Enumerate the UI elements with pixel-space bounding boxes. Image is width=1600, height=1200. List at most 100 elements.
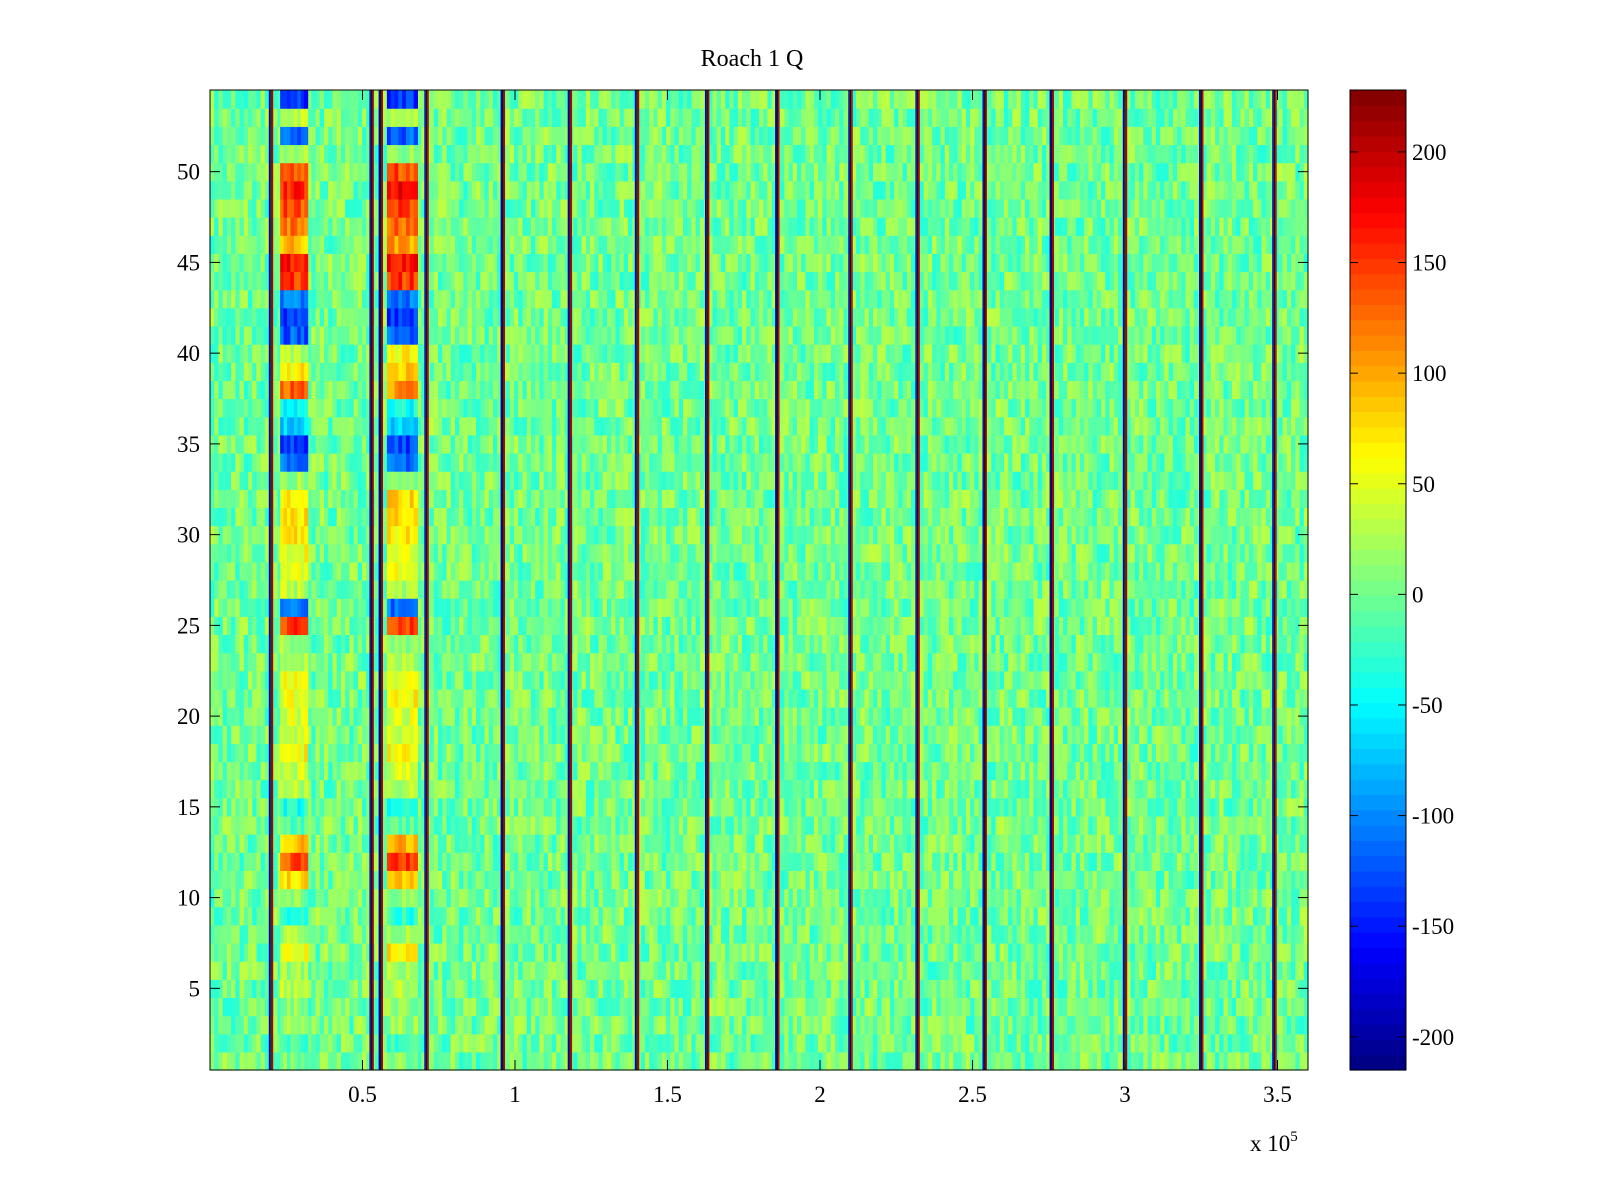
heatmap-cell bbox=[1286, 906, 1292, 926]
heatmap-cell bbox=[839, 852, 845, 871]
heatmap-cell bbox=[340, 761, 346, 781]
heatmap-cell bbox=[1008, 906, 1013, 926]
heatmap-cell bbox=[492, 870, 498, 890]
heatmap-cell bbox=[788, 997, 794, 1017]
heatmap-cell bbox=[1096, 942, 1102, 962]
heatmap-cell bbox=[1130, 852, 1136, 871]
heatmap-cell bbox=[801, 888, 807, 908]
heatmap-cell bbox=[1244, 888, 1250, 908]
heatmap-cell bbox=[1278, 870, 1284, 890]
heatmap-cell bbox=[438, 743, 443, 763]
heatmap-cell bbox=[851, 852, 857, 871]
heatmap-cell bbox=[619, 815, 625, 835]
heatmap-cell bbox=[1206, 997, 1212, 1017]
heatmap-cell bbox=[577, 1051, 583, 1071]
heatmap-cell bbox=[1206, 979, 1212, 999]
heatmap-cell bbox=[535, 924, 540, 944]
heatmap-cell bbox=[1303, 852, 1309, 871]
heatmap-cell bbox=[1058, 852, 1064, 871]
heatmap-cell bbox=[742, 743, 747, 763]
heatmap-cell bbox=[839, 961, 845, 980]
heatmap-cell bbox=[526, 761, 532, 781]
heatmap-cell bbox=[429, 906, 435, 926]
heatmap-cell bbox=[801, 743, 807, 763]
heatmap-cell bbox=[1075, 979, 1081, 999]
heatmap-cell bbox=[252, 852, 258, 871]
heatmap-cell bbox=[835, 779, 840, 799]
heatmap-cell bbox=[514, 997, 519, 1017]
heatmap-cell bbox=[843, 834, 849, 853]
heatmap-cell bbox=[248, 834, 253, 853]
heatmap-cell bbox=[585, 834, 591, 853]
heatmap-cell bbox=[1261, 779, 1267, 799]
heatmap-cell bbox=[623, 852, 629, 871]
heatmap-cell bbox=[1261, 852, 1267, 871]
heatmap-cell bbox=[898, 852, 904, 871]
heatmap-cell bbox=[581, 1051, 587, 1071]
heatmap-cell bbox=[1117, 797, 1123, 817]
heatmap-cell bbox=[894, 961, 899, 980]
heatmap-cell bbox=[780, 1015, 785, 1035]
heatmap-cell bbox=[864, 1015, 870, 1035]
heatmap-cell bbox=[606, 870, 612, 890]
heatmap-cell bbox=[809, 997, 815, 1017]
heatmap-cell bbox=[218, 997, 224, 1017]
heatmap-cell bbox=[442, 797, 448, 817]
heatmap-cell bbox=[923, 997, 929, 1017]
heatmap-cell bbox=[961, 961, 967, 980]
heatmap-cell bbox=[923, 870, 929, 890]
heatmap-cell bbox=[573, 997, 578, 1017]
heatmap-cell bbox=[1143, 961, 1149, 980]
heatmap-cell bbox=[889, 815, 895, 835]
heatmap-cell bbox=[767, 961, 773, 980]
heatmap-cell bbox=[661, 779, 667, 799]
heatmap-cell bbox=[813, 725, 819, 744]
heatmap-cell bbox=[581, 815, 587, 835]
heatmap-cell bbox=[1033, 852, 1039, 871]
heatmap-cell bbox=[467, 779, 473, 799]
heatmap-cell bbox=[889, 1033, 895, 1053]
heatmap-cell bbox=[674, 924, 680, 944]
heatmap-cell bbox=[476, 779, 481, 799]
heatmap-cell bbox=[661, 797, 667, 817]
heatmap-cell bbox=[822, 979, 828, 999]
heatmap-cell bbox=[315, 979, 321, 999]
heatmap-cell bbox=[471, 979, 477, 999]
heatmap-cell bbox=[940, 815, 946, 835]
heatmap-cell bbox=[978, 942, 984, 962]
heatmap-cell bbox=[539, 942, 545, 962]
heatmap-cell bbox=[759, 761, 764, 781]
heatmap-cell bbox=[839, 779, 845, 799]
heatmap-cell bbox=[421, 707, 426, 726]
heatmap-cell bbox=[1155, 906, 1161, 926]
heatmap-cell bbox=[1126, 761, 1132, 781]
heatmap-cell bbox=[759, 924, 764, 944]
heatmap-cell bbox=[1003, 924, 1009, 944]
heatmap-cell bbox=[889, 1015, 895, 1035]
heatmap-cell bbox=[1189, 743, 1195, 763]
heatmap-cell bbox=[606, 888, 612, 908]
heatmap-cell bbox=[260, 1033, 266, 1053]
heatmap-cell bbox=[750, 997, 756, 1017]
heatmap-cell bbox=[1181, 743, 1187, 763]
heatmap-cell bbox=[805, 997, 811, 1017]
heatmap-cell bbox=[231, 797, 236, 817]
heatmap-cell bbox=[442, 979, 448, 999]
heatmap-cell bbox=[712, 779, 718, 799]
heatmap-cell bbox=[953, 888, 959, 908]
heatmap-cell bbox=[438, 725, 443, 744]
heatmap-cell bbox=[518, 725, 524, 744]
heatmap-cell bbox=[750, 852, 756, 871]
heatmap-cell bbox=[442, 906, 448, 926]
heatmap-cell bbox=[999, 961, 1005, 980]
heatmap-cell bbox=[1126, 815, 1132, 835]
heatmap-cell bbox=[1168, 961, 1174, 980]
heatmap-cell bbox=[653, 942, 659, 962]
heatmap-cell bbox=[277, 779, 283, 799]
heatmap-cell bbox=[226, 743, 232, 763]
heatmap-cell bbox=[243, 942, 249, 962]
heatmap-cell bbox=[666, 834, 671, 853]
heatmap-cell bbox=[682, 906, 688, 926]
heatmap-cell bbox=[653, 1033, 659, 1053]
heatmap-cell bbox=[987, 797, 992, 817]
